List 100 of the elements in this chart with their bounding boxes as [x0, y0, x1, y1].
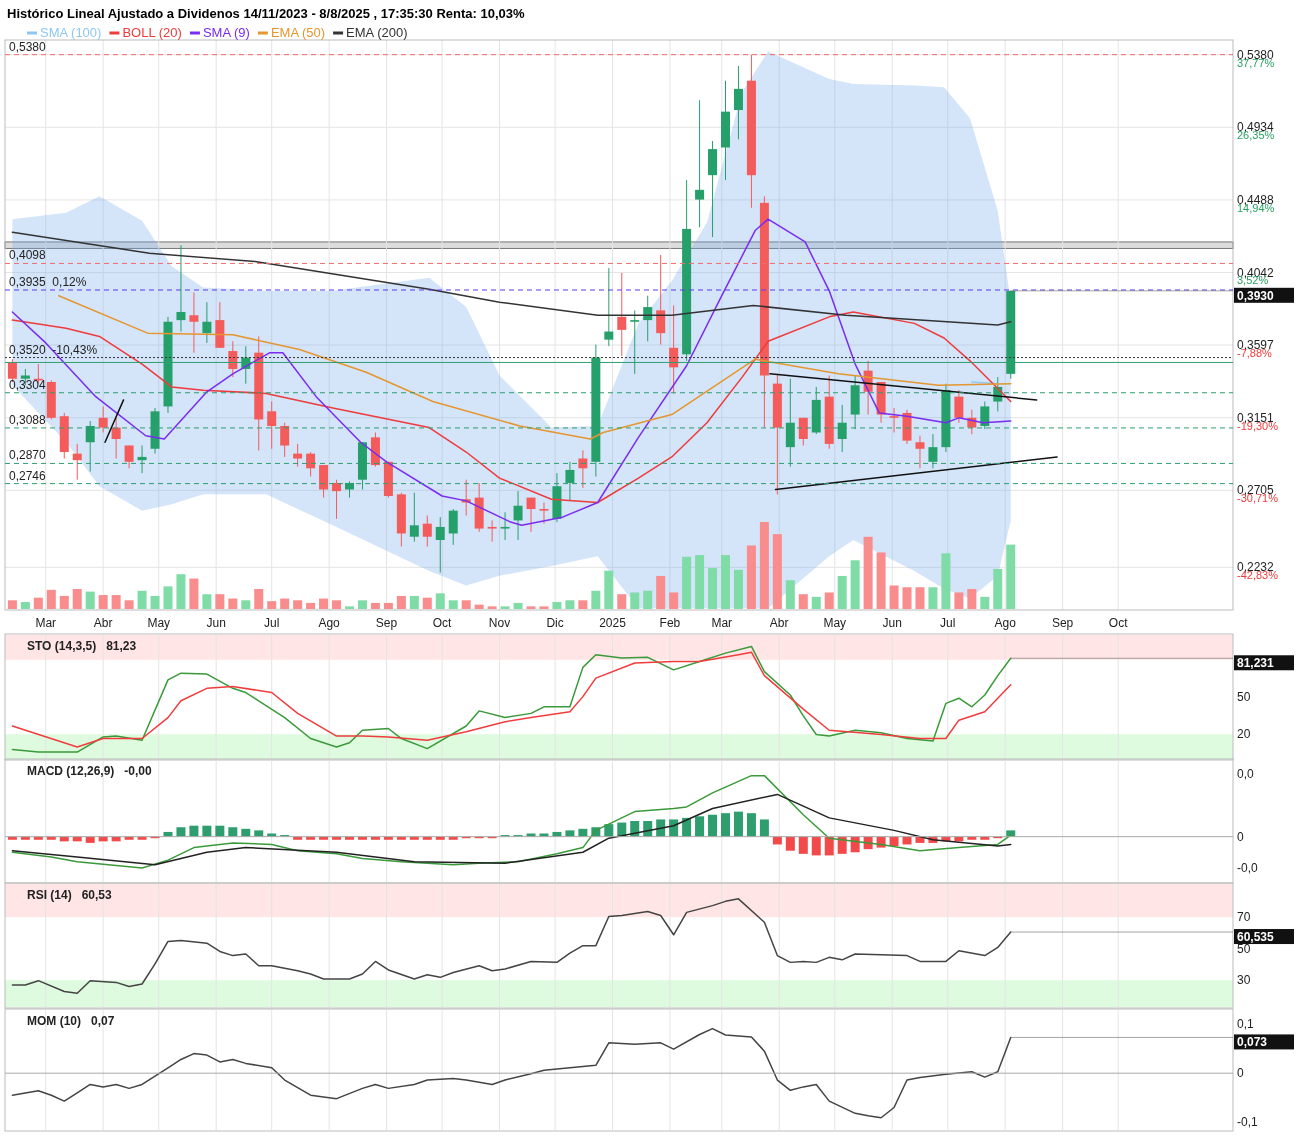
bar: [733, 569, 743, 609]
bar: [656, 575, 666, 609]
bar: [526, 606, 536, 609]
candlestick: [604, 267, 614, 347]
chart-title: STO (14,3,5) 81,23: [27, 639, 137, 653]
legend-label: EMA (50): [270, 25, 326, 40]
x-tick-label: Abr: [93, 616, 113, 630]
candlestick: [72, 443, 82, 481]
bar: [487, 606, 497, 609]
bar: [396, 595, 406, 609]
x-tick-label: Sep: [1051, 616, 1074, 630]
y-tick-label: 0: [1237, 829, 1244, 844]
x-tick-label: Jun: [206, 616, 226, 630]
bar: [176, 574, 186, 609]
x-tick-label: Oct: [1108, 616, 1129, 630]
x-tick-label: Jul: [264, 616, 280, 630]
ref-line-label: 0,3935 0,12%: [9, 274, 87, 289]
candlestick: [228, 340, 238, 378]
bar: [357, 600, 367, 609]
bar: [811, 836, 821, 856]
ref-line-label: 0,2870: [9, 448, 47, 463]
bar: [202, 825, 212, 837]
y-tick-label: -0,0: [1237, 860, 1258, 875]
candlestick: [422, 515, 432, 547]
candlestick: [889, 407, 899, 433]
candlestick: [617, 272, 627, 357]
bar: [319, 836, 329, 840]
bar: [539, 606, 549, 609]
bar: [708, 814, 718, 837]
annotation: 0,073: [1237, 1035, 1268, 1050]
bar: [850, 560, 860, 609]
bar: [409, 836, 419, 840]
ref-line-label: 0,4098: [9, 248, 47, 263]
bar: [176, 827, 186, 837]
y-tick-label: -0,1: [1237, 1115, 1258, 1130]
bar: [98, 595, 108, 609]
bar: [889, 585, 899, 609]
bar: [902, 836, 912, 845]
bar: [202, 594, 212, 609]
x-tick-label: Dic: [546, 616, 564, 630]
x-tick-label: Mar: [711, 616, 733, 630]
bar: [552, 602, 562, 609]
bar: [785, 580, 795, 609]
bar: [604, 570, 614, 609]
y-tick-label: 30: [1237, 973, 1251, 988]
bar: [111, 595, 121, 609]
bar: [837, 575, 847, 609]
line-series: [11, 793, 1012, 866]
legend-label: SMA (9): [202, 25, 250, 40]
candlestick: [189, 291, 199, 354]
candlestick: [435, 516, 445, 574]
bar: [435, 593, 445, 609]
bar: [941, 553, 951, 609]
bar: [85, 591, 95, 609]
x-tick-label: Jun: [882, 616, 902, 630]
candlestick: [332, 479, 342, 520]
y-tick-label: 0: [1237, 1066, 1244, 1081]
bar: [448, 836, 458, 840]
bar: [293, 836, 303, 840]
bar: [409, 595, 419, 609]
bar: [189, 578, 199, 609]
bar: [383, 836, 393, 840]
ref-line-label: 0,2746: [9, 468, 47, 483]
x-tick-label: Ago: [318, 616, 341, 630]
candlestick: [448, 508, 458, 546]
candlestick: [539, 502, 549, 525]
candlestick: [695, 99, 705, 228]
bar: [954, 592, 964, 609]
candlestick: [513, 490, 523, 541]
legend-label: BOLL (20): [122, 25, 182, 40]
bar: [357, 836, 367, 840]
candlestick: [915, 435, 925, 469]
bar: [422, 597, 432, 609]
bar: [746, 813, 756, 837]
line-series: [11, 1027, 1012, 1119]
x-tick-label: Sep: [375, 616, 398, 630]
text: RSI (14) 60,53: [27, 888, 113, 902]
line-series: [11, 231, 1012, 326]
bar: [889, 836, 899, 847]
bar: [293, 600, 303, 609]
bar: [163, 586, 173, 609]
bar: [215, 825, 225, 837]
bar: [306, 836, 316, 840]
bar: [383, 602, 393, 609]
bar: [915, 587, 925, 609]
candlestick: [656, 254, 666, 346]
bar: [72, 588, 82, 609]
bar: [993, 568, 1003, 609]
x-tick-label: Oct: [432, 616, 453, 630]
candlestick: [733, 65, 743, 140]
bar: [863, 536, 873, 609]
ref-line-label: 0,3520 -10,43%: [9, 342, 98, 357]
bar: [630, 592, 640, 609]
bar: [228, 598, 238, 609]
bar: [7, 600, 17, 609]
ref-line-label: 0,3304: [9, 377, 47, 392]
candlestick: [202, 301, 212, 344]
ref-line-label: 0,5380: [9, 39, 47, 54]
bar: [448, 600, 458, 609]
bar: [733, 811, 743, 837]
